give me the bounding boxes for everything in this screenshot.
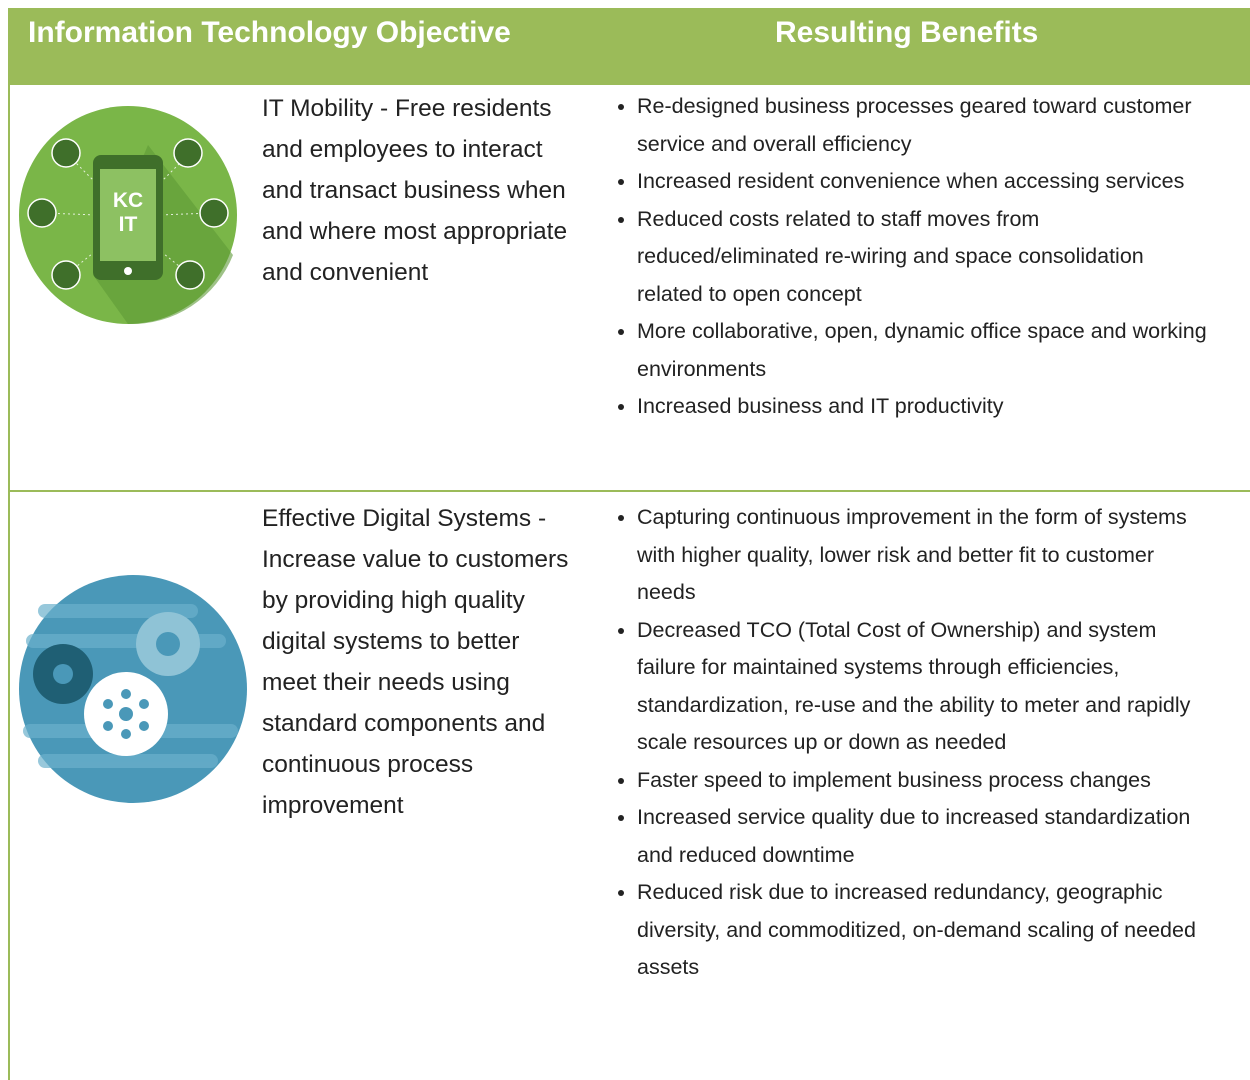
objective-text: IT Mobility - Free residents and employe… (262, 95, 568, 286)
benefit-item: Capturing continuous improvement in the … (637, 499, 1207, 612)
objective-text: Effective Digital Systems - Increase val… (262, 505, 569, 819)
header-bar: Information Technology Objective Resulti… (8, 8, 1250, 85)
systems-icon (19, 575, 247, 803)
benefit-item: Increased business and IT productivity (637, 388, 1207, 426)
benefit-item: Reduced risk due to increased redundancy… (637, 874, 1207, 987)
benefit-list: Re-designed business processes geared to… (595, 88, 1207, 426)
border (8, 85, 10, 1080)
benefit-item: Re-designed business processes geared to… (637, 88, 1207, 163)
header-objective: Information Technology Objective (28, 16, 511, 49)
benefit-item: Reduced costs related to staff moves fro… (637, 201, 1207, 314)
icon-label: KC (113, 189, 143, 212)
benefit-item: More collaborative, open, dynamic office… (637, 313, 1207, 388)
row-divider (8, 490, 1250, 492)
benefit-item: Decreased TCO (Total Cost of Ownership) … (637, 612, 1207, 762)
icon-label: IT (119, 213, 138, 236)
benefit-list: Capturing continuous improvement in the … (595, 499, 1207, 987)
benefit-item: Increased resident convenience when acce… (637, 163, 1207, 201)
benefit-item: Increased service quality due to increas… (637, 799, 1207, 874)
benefit-item: Faster speed to implement business proce… (637, 762, 1207, 800)
mobility-icon: KC IT (19, 106, 237, 325)
header-benefits: Resulting Benefits (775, 16, 1039, 49)
